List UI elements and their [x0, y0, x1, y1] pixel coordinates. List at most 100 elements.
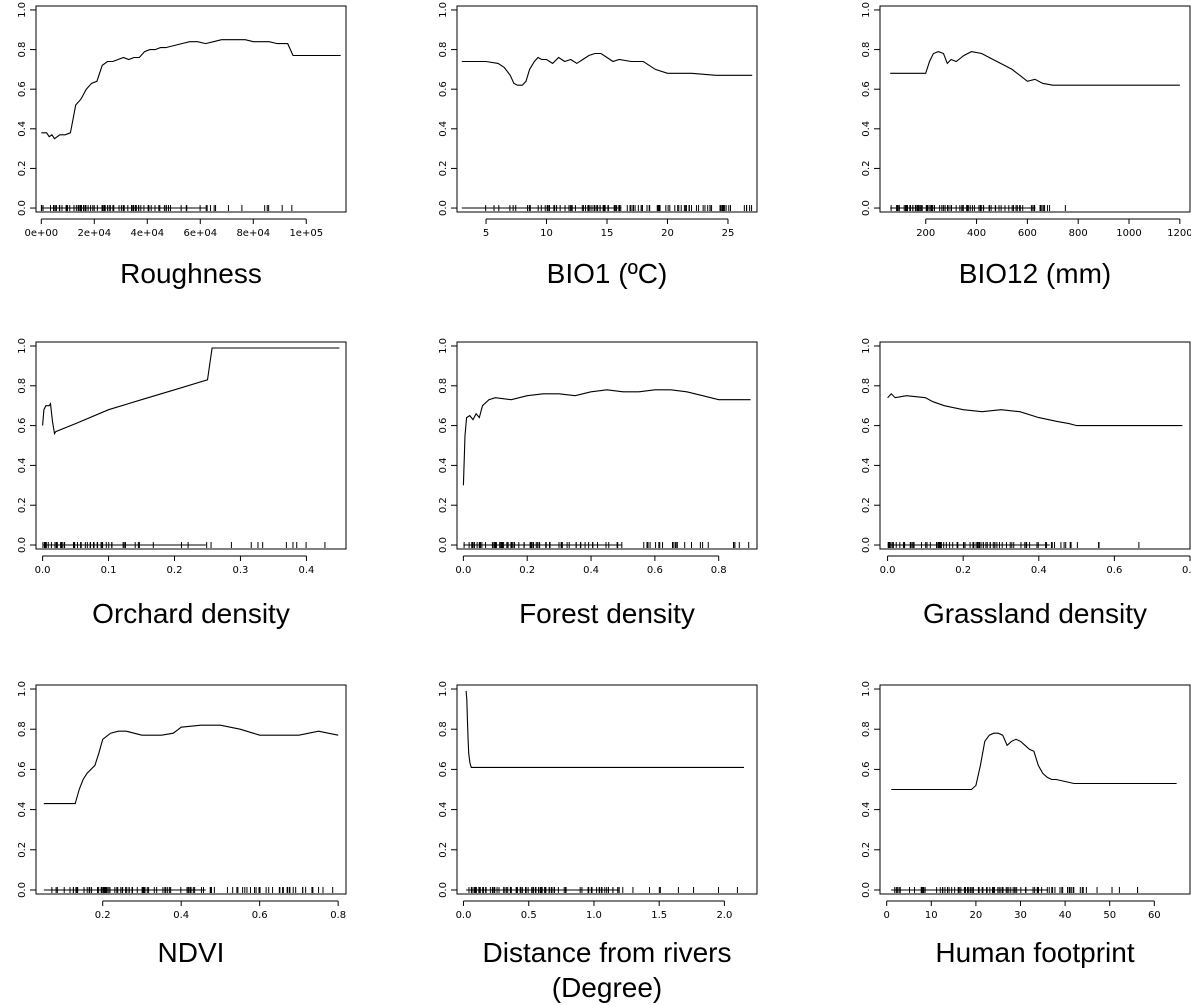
chart-9-response-curve — [891, 732, 1177, 791]
chart-4-y-tick-label: 0.0 — [17, 537, 28, 553]
chart-9-title: Human footprint — [935, 937, 1134, 968]
chart-8-plot-frame — [456, 684, 758, 895]
chart-8-x-tick-label: 1.0 — [586, 910, 602, 921]
chart-1-x-tick-label: 6e+04 — [183, 228, 217, 239]
chart-4-y-tick-label: 0.2 — [17, 497, 28, 513]
chart-8-y-tick-label: 1.0 — [438, 681, 449, 697]
chart-5: 0.0 0.2 0.4 0.6 0.8 1.0 0.0 0.2 0.4 0.6 0.8 Forest … — [438, 338, 758, 629]
chart-5-y-tick-label: 0.4 — [438, 457, 449, 473]
chart-2-y-tick-label: 0.2 — [438, 160, 449, 176]
chart-1-y-tick-label: 0.6 — [17, 81, 28, 97]
chart-8-title: (Degree) — [552, 972, 662, 1003]
chart-2-x-tick-label: 5 — [483, 228, 489, 239]
chart-9-y-tick-label: 0.8 — [861, 721, 872, 737]
chart-1-y-tick-label: 0.0 — [17, 200, 28, 216]
chart-4-response-curve — [42, 347, 340, 436]
chart-6-y-tick-label: 0.6 — [861, 418, 872, 434]
chart-1-y-tick-label: 0.2 — [17, 160, 28, 176]
chart-7-y-tick-label: 1.0 — [17, 681, 28, 697]
chart-3-x-tick-label: 400 — [967, 228, 986, 239]
chart-7-response-curve — [43, 724, 339, 805]
chart-7-y-tick-label: 0.2 — [17, 842, 28, 858]
chart-3-x-tick-label: 200 — [916, 228, 935, 239]
chart-7-x-tick-label: 0.2 — [95, 910, 111, 921]
chart-6-y-tick-label: 0.2 — [861, 497, 872, 513]
chart-6-x-tick-label: 0.2 — [955, 565, 971, 576]
chart-1-response-curve — [41, 39, 341, 140]
chart-8-response-curve — [465, 690, 744, 768]
chart-5-y-tick-label: 1.0 — [438, 338, 449, 354]
chart-1-y-tick-label: 1.0 — [17, 2, 28, 18]
chart-2-y-tick-label: 0.8 — [438, 42, 449, 58]
chart-2-x-tick-label: 20 — [661, 228, 674, 239]
chart-2-y-tick-label: 0.0 — [438, 200, 449, 216]
chart-9-x-tick-label: 0 — [884, 910, 890, 921]
chart-6-x-tick-label: 0.0 — [880, 565, 896, 576]
chart-4-plot-frame — [35, 341, 347, 550]
chart-1-y-tick-label: 0.4 — [17, 121, 28, 137]
chart-5-y-tick-label: 0.6 — [438, 418, 449, 434]
chart-6: 0.0 0.2 0.4 0.6 0.8 1.0 0.0 0.2 0.4 0.6 0.8 Grassla… — [861, 338, 1191, 629]
chart-1-x-tick-label: 2e+04 — [77, 228, 111, 239]
chart-2-y-tick-label: 0.6 — [438, 81, 449, 97]
chart-6-response-curve — [887, 393, 1183, 427]
chart-2-y-tick-label: 0.4 — [438, 121, 449, 137]
chart-7-y-tick-label: 0.4 — [17, 802, 28, 818]
chart-1-title: Roughness — [120, 258, 262, 289]
chart-9-x-tick-label: 50 — [1103, 910, 1116, 921]
chart-1-x-tick-label: 4e+04 — [130, 228, 164, 239]
chart-8-x-tick-label: 1.5 — [651, 910, 667, 921]
chart-1-plot-frame — [35, 5, 347, 213]
chart-3-plot-frame — [879, 5, 1191, 213]
chart-9-plot-frame — [879, 684, 1191, 895]
chart-4-y-tick-label: 0.8 — [17, 378, 28, 394]
chart-3-y-tick-label: 0.8 — [861, 42, 872, 58]
chart-8-y-tick-label: 0.6 — [438, 761, 449, 777]
chart-5-title: Forest density — [519, 598, 695, 629]
chart-5-x-tick-label: 0.4 — [583, 565, 599, 576]
chart-3-y-tick-label: 1.0 — [861, 2, 872, 18]
chart-8-x-tick-label: 0.5 — [521, 910, 537, 921]
chart-3-title: BIO12 (mm) — [959, 258, 1111, 289]
chart-3-y-tick-label: 0.2 — [861, 160, 872, 176]
chart-9-x-tick-label: 40 — [1059, 910, 1072, 921]
chart-2-y-tick-label: 1.0 — [438, 2, 449, 18]
chart-1-y-tick-label: 0.8 — [17, 42, 28, 58]
chart-5-y-tick-label: 0.2 — [438, 497, 449, 513]
chart-6-x-tick-label: 0.6 — [1106, 565, 1122, 576]
chart-5-response-curve — [462, 389, 751, 486]
chart-4-title: Orchard density — [92, 598, 290, 629]
chart-3-x-tick-label: 1200 — [1167, 228, 1191, 239]
chart-2: 0.0 0.2 0.4 0.6 0.8 1.0 5 10 15 20 25 BIO1 (ºC) — [438, 2, 758, 289]
chart-7-title: NDVI — [158, 937, 225, 968]
chart-4-y-tick-label: 1.0 — [17, 338, 28, 354]
chart-8-x-tick-label: 2.0 — [716, 910, 732, 921]
chart-4-y-tick-label: 0.4 — [17, 457, 28, 473]
chart-8-title: Distance from rivers — [483, 937, 732, 968]
chart-9-x-tick-label: 10 — [925, 910, 938, 921]
chart-1-x-tick-label: 1e+05 — [289, 228, 323, 239]
chart-4-x-tick-label: 0.4 — [298, 565, 314, 576]
chart-3-y-tick-label: 0.4 — [861, 121, 872, 137]
chart-6-y-tick-label: 1.0 — [861, 338, 872, 354]
chart-8: 0.0 0.2 0.4 0.6 0.8 1.0 0.0 0.5 1.0 1.5 2.0 Distanc… — [438, 681, 758, 1003]
chart-4: 0.0 0.2 0.4 0.6 0.8 1.0 0.0 0.1 0.2 0.3 0.4 Orchard… — [17, 338, 347, 629]
chart-6-title: Grassland density — [923, 598, 1147, 629]
chart-7-y-tick-label: 0.0 — [17, 882, 28, 898]
chart-4-x-tick-label: 0.3 — [233, 565, 249, 576]
chart-8-x-tick-label: 0.0 — [456, 910, 472, 921]
chart-1-x-tick-label: 8e+04 — [236, 228, 270, 239]
chart-7-x-tick-label: 0.4 — [173, 910, 189, 921]
chart-7-y-tick-label: 0.6 — [17, 761, 28, 777]
chart-6-x-tick-label: 0.4 — [1031, 565, 1047, 576]
chart-9-y-tick-label: 1.0 — [861, 681, 872, 697]
chart-3-x-tick-label: 800 — [1069, 228, 1088, 239]
chart-9-y-tick-label: 0.4 — [861, 802, 872, 818]
chart-2-title: BIO1 (ºC) — [547, 258, 668, 289]
chart-7-x-tick-label: 0.6 — [252, 910, 268, 921]
chart-3-y-tick-label: 0.0 — [861, 200, 872, 216]
chart-7: 0.0 0.2 0.4 0.6 0.8 1.0 0.2 0.4 0.6 0.8 NDVI — [17, 681, 347, 968]
chart-3-response-curve — [890, 51, 1180, 86]
chart-5-x-tick-label: 0.2 — [519, 565, 535, 576]
chart-6-y-tick-label: 0.4 — [861, 457, 872, 473]
